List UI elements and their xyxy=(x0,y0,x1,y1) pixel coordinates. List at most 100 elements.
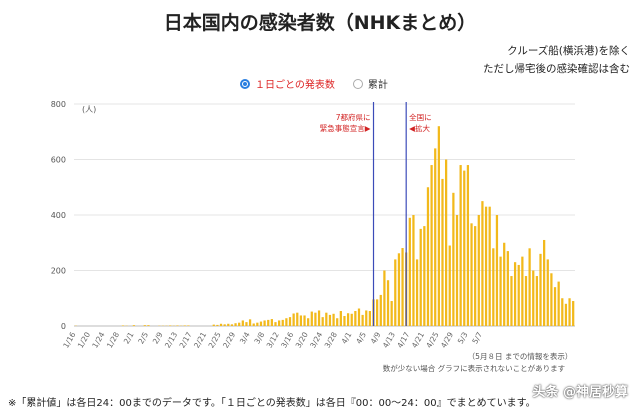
x-tick-label: 1/24 xyxy=(90,330,106,349)
bar xyxy=(245,322,248,326)
bar xyxy=(568,298,571,326)
bar xyxy=(354,311,357,326)
bar xyxy=(234,323,237,326)
bar xyxy=(539,253,542,326)
x-tick-label: 2/9 xyxy=(151,330,165,345)
y-tick-label: 200 xyxy=(51,267,66,276)
x-tick-label: 3/4 xyxy=(238,330,252,345)
bar xyxy=(397,253,401,326)
bar xyxy=(524,276,528,326)
grid-lines xyxy=(74,103,575,327)
option-cumulative-label[interactable]: 累計 xyxy=(367,80,388,91)
bar xyxy=(121,325,125,326)
bar xyxy=(543,239,546,326)
bar xyxy=(219,323,223,326)
bar xyxy=(274,322,277,326)
bar xyxy=(230,324,234,326)
footnote: ※「累計値」は各日24：00までのデータです。「１日ごとの発表数」は各日『00：… xyxy=(8,398,536,409)
bar xyxy=(528,248,531,326)
radio-unselected-icon[interactable] xyxy=(352,78,363,89)
bar xyxy=(288,317,292,326)
bar xyxy=(361,314,364,326)
event-annotation-text: 全国に xyxy=(409,112,432,122)
bar xyxy=(535,276,539,326)
option-daily-label[interactable]: １日ごとの発表数 xyxy=(255,80,335,91)
option-daily[interactable]: １日ごとの発表数 xyxy=(240,76,335,91)
bar xyxy=(317,310,321,326)
info-text: （5月８日 までの情報を表示） 数が少ない場合 グラフに表示されないことがあります xyxy=(383,351,573,373)
x-tick-label: 3/20 xyxy=(294,330,310,349)
bar xyxy=(147,325,150,326)
bar xyxy=(336,318,339,326)
small-value-note: 数が少ない場合 グラフに表示されないことがあります xyxy=(383,363,565,373)
x-tick-label: 4/13 xyxy=(381,330,397,349)
bar xyxy=(419,228,422,326)
event-annotation-text: 7都府県に xyxy=(336,112,371,122)
bar xyxy=(252,323,255,326)
bar xyxy=(481,201,484,326)
bar xyxy=(477,215,480,326)
bar xyxy=(379,294,382,326)
bar xyxy=(495,215,499,326)
bar xyxy=(488,206,491,326)
bar xyxy=(328,314,332,326)
y-tick-label: 600 xyxy=(51,156,66,165)
bar xyxy=(267,319,270,326)
x-tick-label: 1/20 xyxy=(76,330,92,349)
bar xyxy=(241,320,244,326)
bar xyxy=(292,313,295,326)
bar xyxy=(248,319,252,326)
bar xyxy=(169,325,172,326)
bar xyxy=(550,273,553,326)
bar xyxy=(303,315,306,326)
radio-selected-icon[interactable] xyxy=(240,78,250,89)
event-annotation-text: ◀拡大 xyxy=(409,123,430,133)
bar xyxy=(426,187,430,326)
bar xyxy=(263,320,266,326)
bar xyxy=(430,165,433,326)
x-tick-label: 2/17 xyxy=(178,330,194,349)
bar xyxy=(532,270,535,326)
bar xyxy=(256,322,259,326)
bar xyxy=(365,310,368,326)
bar xyxy=(386,280,390,326)
x-tick-label: 4/21 xyxy=(410,330,426,349)
x-tick-label: 5/3 xyxy=(456,330,470,345)
x-tick-label: 1/16 xyxy=(61,330,77,349)
bar xyxy=(296,312,299,326)
bar xyxy=(474,226,477,326)
x-tick-label: 3/12 xyxy=(265,330,281,349)
bar xyxy=(513,262,517,326)
bar xyxy=(310,311,313,326)
bar xyxy=(299,315,303,326)
option-cumulative[interactable]: 累計 xyxy=(352,76,388,91)
bar xyxy=(270,319,273,326)
x-tick-label: 3/28 xyxy=(323,330,339,349)
bar xyxy=(216,324,219,326)
x-tick-label: 4/1 xyxy=(340,330,354,345)
y-tick-label: 800 xyxy=(51,100,66,109)
bar xyxy=(325,312,328,326)
bar xyxy=(383,270,386,326)
x-tick-label: 4/9 xyxy=(369,330,383,345)
bar xyxy=(444,159,448,326)
bar xyxy=(143,325,146,326)
bar xyxy=(314,312,317,326)
bar xyxy=(259,321,263,326)
bar xyxy=(339,311,342,326)
y-tick-label: 400 xyxy=(51,211,66,220)
note-line-2: ただし帰宅後の感染確認は含む xyxy=(483,63,630,75)
data-range-info: （5月８日 までの情報を表示） xyxy=(468,351,573,361)
x-tick-label: 2/25 xyxy=(207,330,223,349)
bars xyxy=(74,126,575,326)
x-tick-label: 4/29 xyxy=(439,330,455,349)
y-tick-label: 0 xyxy=(61,322,66,331)
bar xyxy=(321,317,324,326)
bar xyxy=(572,301,575,326)
x-tick-label: 2/1 xyxy=(122,330,136,345)
bar xyxy=(506,251,509,326)
bar xyxy=(212,324,215,326)
x-tick-label: 1/28 xyxy=(105,330,121,349)
bar xyxy=(557,281,560,326)
